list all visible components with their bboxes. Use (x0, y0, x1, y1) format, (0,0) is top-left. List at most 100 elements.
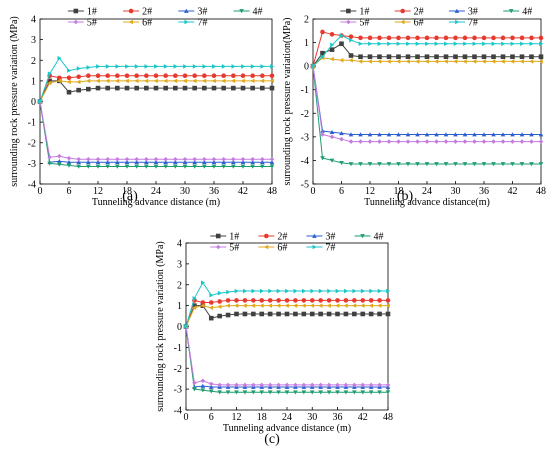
data-point-7-b (387, 41, 392, 47)
data-point-1-c (276, 311, 281, 317)
data-point-1-a (86, 86, 91, 92)
data-point-2-a (260, 73, 265, 79)
legend-label-1-b: 1# (359, 7, 369, 18)
data-point-3-a (231, 160, 236, 165)
data-point-1-a (250, 85, 255, 91)
data-point-5-a (95, 156, 101, 162)
y-tick-label-a: -4 (28, 180, 36, 191)
y-tick-label-a: -2 (28, 138, 36, 149)
data-point-2-c (200, 300, 206, 305)
data-point-1-a (182, 85, 188, 91)
data-point-5-a (124, 156, 130, 162)
data-point-1-b (396, 54, 401, 60)
data-point-7-b (444, 41, 449, 47)
y-axis-title-c: surrounding rock pressure variation (MPa… (155, 241, 166, 412)
data-point-7-c (200, 280, 206, 285)
data-point-3-b (519, 132, 525, 137)
data-point-6-c (200, 303, 205, 308)
legend-item-1-b: 1# (340, 7, 369, 18)
data-point-1-a (211, 85, 217, 91)
data-point-6-c (234, 303, 239, 308)
data-point-6-a (202, 78, 207, 84)
data-point-5-b (434, 139, 439, 144)
data-point-2-b (386, 35, 392, 41)
data-point-4-c (343, 390, 349, 395)
data-point-2-c (251, 298, 256, 303)
series-6-b (310, 55, 543, 69)
data-point-7-b (406, 41, 411, 47)
data-point-7-a (212, 64, 217, 69)
data-point-2-a (240, 73, 246, 79)
data-point-5-b (453, 139, 458, 144)
data-point-7-a (241, 64, 246, 69)
data-point-7-c (268, 288, 273, 294)
data-point-7-c (234, 288, 239, 294)
data-point-2-b (519, 35, 525, 41)
data-point-2-a (231, 73, 236, 79)
data-point-4-c (284, 390, 290, 395)
legend-item-5-c: 5# (210, 243, 239, 254)
data-point-1-c (267, 311, 273, 317)
y-tick-label-a: 2 (31, 56, 36, 67)
data-point-5-b (405, 139, 411, 144)
data-point-7-b (434, 41, 439, 47)
legend-item-7-b: 7# (448, 18, 478, 29)
data-point-4-c (234, 390, 239, 395)
series-4-c (183, 324, 391, 395)
data-point-2-a (221, 73, 226, 79)
data-point-4-b (405, 162, 411, 167)
data-point-7-b (510, 41, 515, 47)
data-point-7-c (377, 288, 382, 294)
data-point-6-b (519, 59, 524, 64)
y-tick-label-b: -1 (301, 85, 309, 96)
data-point-7-a (105, 64, 110, 69)
legend-marker-7-a (184, 19, 189, 25)
data-point-5-a (86, 156, 91, 162)
data-point-4-a (163, 164, 168, 169)
data-point-2-c (385, 298, 391, 303)
data-point-3-a (95, 160, 101, 165)
data-point-5-c (192, 380, 197, 386)
data-point-2-a (144, 73, 149, 79)
data-point-1-c (259, 311, 265, 317)
data-point-6-c (192, 305, 197, 311)
data-point-6-a (192, 78, 197, 84)
data-point-6-c (301, 303, 306, 308)
series-7-b (311, 33, 544, 69)
data-point-6-b (491, 59, 496, 64)
data-point-3-b (529, 132, 534, 137)
data-point-3-c (208, 384, 214, 389)
legend-label-6-b: 6# (414, 18, 424, 29)
data-point-2-c (352, 298, 357, 303)
legend-label-3-c: 3# (325, 232, 335, 243)
legend-marker-6-c (264, 244, 269, 250)
data-point-7-c (327, 288, 332, 294)
legend-marker-5-b (346, 19, 351, 25)
data-point-1-a (231, 85, 236, 91)
legend-item-6-a: 6# (123, 18, 152, 29)
data-point-3-a (134, 160, 139, 165)
data-point-3-a (269, 160, 275, 165)
data-point-4-a (124, 164, 130, 169)
series-line-5-c (185, 326, 388, 386)
y-tick-label-c: 3 (177, 259, 182, 270)
x-tick-label-b: 12 (365, 186, 375, 197)
data-point-2-b (538, 35, 544, 41)
series-7-c (184, 280, 391, 329)
data-point-7-b (501, 41, 506, 47)
data-point-4-b (329, 158, 335, 163)
x-tick-label-c: 36 (333, 412, 343, 423)
data-point-5-c (217, 382, 222, 388)
series-2-c (183, 298, 391, 329)
data-point-5-a (173, 156, 178, 162)
data-point-1-b (358, 54, 363, 60)
data-point-7-a (47, 71, 52, 76)
legend-item-2-b: 2# (394, 7, 424, 18)
data-point-3-b (510, 132, 515, 137)
data-point-4-a (66, 163, 72, 168)
data-point-1-b (491, 54, 496, 60)
data-point-5-a (57, 153, 62, 159)
legend-label-4-b: 4# (522, 7, 532, 18)
data-point-4-a (57, 162, 62, 167)
